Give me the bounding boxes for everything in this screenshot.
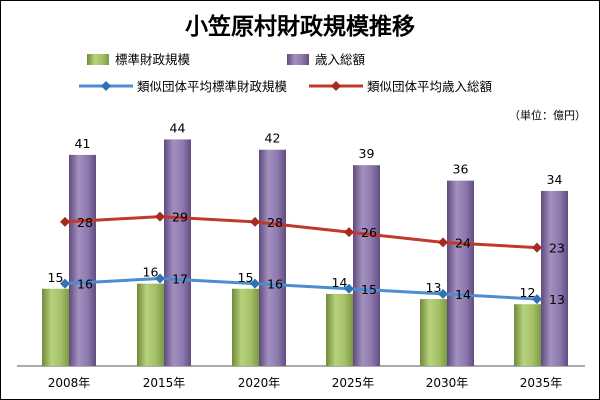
marker-similar-revenue	[532, 242, 542, 253]
bar-revenue	[541, 190, 568, 366]
line-similar-standard	[64, 276, 538, 301]
line-similar-standard-value-label: 17	[172, 271, 188, 286]
marker-similar-standard	[155, 273, 165, 284]
bar-revenue-value-label: 44	[170, 120, 186, 135]
x-tick-label: 2030年	[426, 376, 469, 390]
marker-similar-standard	[438, 288, 448, 299]
x-tick-label: 2025年	[332, 376, 375, 390]
line-similar-revenue-value-label: 24	[455, 235, 471, 250]
chart-title: 小笠原村財政規模推移	[185, 13, 415, 40]
bar-revenue-value-label: 39	[359, 146, 375, 161]
x-tick-label: 2035年	[520, 376, 563, 390]
marker-similar-revenue	[250, 216, 260, 227]
line-similar-standard-value-label: 16	[267, 277, 283, 292]
bar-standard-scale-value-label: 12	[520, 285, 536, 300]
bar-standard-scale	[420, 299, 447, 366]
bar-standard-scale-value-label: 15	[238, 270, 254, 285]
bar-standard-scale	[137, 283, 164, 366]
x-tick-label: 2008年	[48, 376, 91, 390]
lines-layer	[60, 211, 542, 305]
labels-layer: 2008年 2015年 2020年 2025年 2030年 2035年 15 16 15 14 13…	[48, 120, 565, 390]
legend-swatch-revenue	[287, 54, 309, 65]
legend-marker-similar-standard	[101, 81, 111, 91]
bar-revenue	[447, 180, 474, 366]
line-similar-standard-value-label: 15	[361, 282, 377, 297]
bar-standard-scale	[514, 304, 541, 366]
x-tick-label: 2015年	[143, 376, 186, 390]
marker-similar-revenue	[344, 227, 354, 238]
bar-revenue-value-label: 42	[265, 131, 281, 146]
marker-similar-standard	[60, 278, 70, 289]
legend-label-standard-scale: 標準財政規模	[115, 52, 191, 67]
bar-revenue	[259, 149, 286, 366]
line-similar-standard-value-label: 13	[549, 292, 565, 307]
line-similar-standard-value-label: 16	[77, 277, 93, 292]
x-tick-label: 2020年	[238, 376, 281, 390]
line-similar-revenue-value-label: 28	[267, 215, 283, 230]
legend-label-similar-revenue: 類似団体平均歳入総額	[367, 79, 493, 94]
marker-similar-standard	[250, 278, 260, 289]
bar-standard-scale-value-label: 16	[143, 265, 159, 280]
line-similar-revenue-value-label: 26	[361, 225, 377, 240]
marker-similar-revenue	[438, 237, 448, 248]
legend-label-revenue: 歳入総額	[315, 52, 366, 67]
line-similar-revenue-value-label: 23	[549, 241, 565, 256]
marker-similar-standard	[532, 294, 542, 305]
marker-similar-revenue	[155, 211, 165, 222]
line-similar-revenue-value-label: 29	[172, 210, 188, 225]
legend-label-similar-standard: 類似団体平均標準財政規模	[137, 79, 288, 94]
bar-standard-scale	[232, 288, 259, 366]
unit-label: （単位：億円）	[509, 108, 586, 122]
line-similar-revenue	[64, 215, 538, 250]
bars-layer	[42, 139, 568, 366]
bar-standard-scale	[326, 293, 353, 366]
legend-marker-similar-revenue	[331, 81, 341, 91]
bar-revenue	[353, 165, 380, 366]
legend-swatch-standard-scale	[87, 54, 109, 65]
bar-revenue-value-label: 34	[547, 172, 563, 187]
bar-standard-scale	[42, 288, 69, 366]
marker-similar-standard	[344, 283, 354, 294]
bar-revenue	[164, 139, 191, 366]
bar-standard-scale-value-label: 14	[332, 275, 348, 290]
legend: 標準財政規模 歳入総額 類似団体平均標準財政規模 類似団体平均歳入総額	[79, 52, 493, 94]
bar-standard-scale-value-label: 15	[48, 270, 64, 285]
bar-revenue	[69, 154, 96, 366]
bar-revenue-value-label: 41	[75, 136, 91, 151]
bar-revenue-value-label: 36	[453, 162, 469, 177]
line-similar-revenue-value-label: 28	[77, 215, 93, 230]
marker-similar-revenue	[60, 216, 70, 227]
line-similar-standard-value-label: 14	[455, 287, 471, 302]
bar-standard-scale-value-label: 13	[426, 280, 442, 295]
